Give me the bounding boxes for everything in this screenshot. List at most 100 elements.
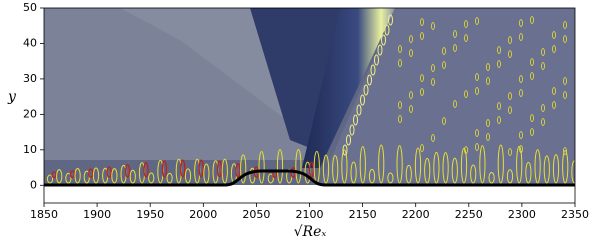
contour-line [451, 157, 458, 184]
contour-line [420, 18, 424, 26]
contour-line [519, 75, 523, 83]
y-tick-label: 10 [23, 143, 37, 156]
x-tick-label: 2100 [296, 208, 324, 221]
contour-line [46, 174, 54, 184]
contour-line [88, 168, 94, 179]
contour-line [442, 152, 449, 184]
contour-line [258, 151, 265, 184]
contour-line [353, 114, 358, 126]
contour-line [240, 154, 247, 184]
contour-line [431, 64, 435, 72]
contour-line [420, 74, 424, 82]
contour-line [563, 77, 567, 85]
contour-line [497, 102, 501, 110]
contour-line [563, 147, 567, 155]
contour-line [398, 115, 402, 123]
contour-line [148, 172, 155, 184]
contour-line [368, 168, 376, 184]
contour-line [497, 46, 501, 54]
contour-line [350, 161, 357, 184]
bump-profile [44, 169, 575, 187]
contour-line [552, 31, 556, 39]
contour-line [453, 100, 457, 108]
contour-line [295, 148, 302, 184]
contour-line [69, 170, 76, 179]
y-axis-label: y [7, 89, 17, 105]
contour-line [516, 145, 523, 184]
contour-line [470, 164, 477, 184]
contour-line [552, 45, 556, 53]
contour-line [378, 144, 385, 184]
contour-line [562, 150, 569, 184]
contour-line [475, 143, 479, 151]
contour-line [405, 164, 412, 184]
y-tick-label: 30 [23, 72, 37, 85]
contour-line [563, 21, 567, 29]
contour-line [431, 22, 435, 30]
contour-line [543, 155, 550, 184]
contour-line [267, 173, 274, 184]
contour-line [479, 145, 486, 184]
contour-line [388, 14, 393, 26]
x-tick-label: 2150 [349, 208, 377, 221]
contour-line [198, 159, 204, 178]
x-tick-label: 2250 [455, 208, 483, 221]
contour-line [203, 163, 210, 184]
wall [44, 185, 575, 203]
contour-line [56, 169, 63, 184]
contour-line [384, 24, 390, 36]
contour-line [552, 87, 556, 95]
contour-line [486, 119, 490, 127]
contour-line [486, 77, 490, 85]
contour-line [65, 172, 72, 184]
contour-line [143, 162, 149, 178]
contour-line [341, 149, 348, 184]
contour-line [106, 166, 112, 178]
contour-line [420, 144, 424, 152]
contour-line [530, 58, 534, 66]
contour-line [409, 49, 413, 57]
contour-line [433, 151, 440, 184]
contour-line [92, 167, 100, 184]
x-tick-label: 2050 [242, 208, 270, 221]
contour-line [235, 162, 241, 178]
contour-line [475, 17, 479, 25]
contour-line [541, 118, 545, 126]
contour-line [508, 148, 512, 156]
contour-line [221, 158, 228, 184]
contour-line [497, 116, 501, 124]
contour-line [363, 84, 369, 96]
contour-line [398, 59, 402, 67]
x-tick-label: 2200 [402, 208, 430, 221]
contour-line [453, 30, 457, 38]
contour-line [530, 16, 534, 24]
contour-line [342, 144, 348, 156]
contour-line [276, 149, 284, 184]
contour-line [396, 145, 403, 184]
contour-line [374, 54, 379, 66]
contour-line [409, 35, 413, 43]
contour-line [74, 167, 81, 184]
contour-line [464, 90, 468, 98]
x-tick-label: 2350 [561, 208, 589, 221]
contour-line [534, 149, 541, 184]
contour-line [464, 34, 468, 42]
y-tick-label: 0 [30, 178, 37, 191]
contour-line [530, 128, 534, 136]
contour-line [460, 147, 468, 184]
contour-line [530, 72, 534, 80]
contour-line [453, 44, 457, 52]
contour-line [571, 160, 575, 184]
contour-line [367, 74, 372, 86]
x-tick-label: 1900 [83, 208, 111, 221]
contour-line [51, 171, 57, 179]
contour-line [111, 168, 118, 184]
contour-line [332, 155, 339, 184]
contour-line [541, 48, 545, 56]
contour-line [377, 44, 383, 56]
contour-line [370, 64, 376, 76]
contour-line [519, 145, 523, 153]
contour-line [519, 19, 523, 27]
contour-line [486, 63, 490, 71]
